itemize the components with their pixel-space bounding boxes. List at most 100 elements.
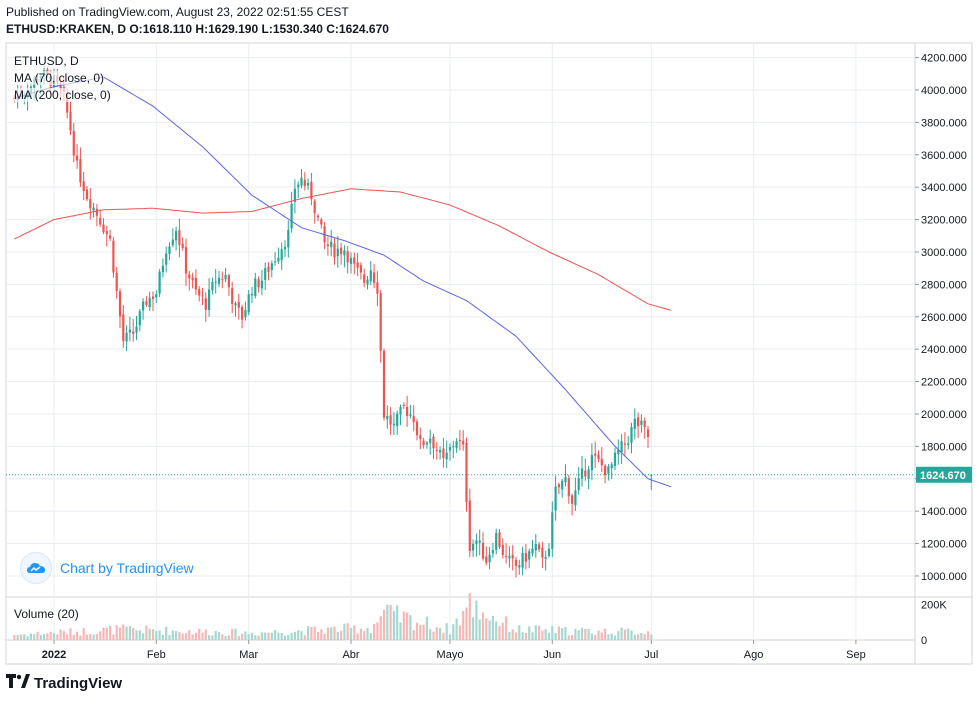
volume-bar	[247, 634, 250, 640]
volume-bar	[105, 627, 108, 640]
volume-bar	[442, 632, 445, 640]
volume-bar	[604, 628, 607, 640]
symbol-label: ETHUSD:KRAKEN, D	[6, 22, 126, 36]
watermark-text[interactable]: Chart by TradingView	[60, 560, 194, 576]
candle-body	[356, 262, 359, 268]
candle-body	[310, 181, 313, 200]
volume-bar	[135, 630, 138, 640]
volume-bar	[151, 629, 155, 640]
volume-bar	[379, 616, 382, 640]
volume-bar	[561, 628, 564, 640]
candle-body	[590, 454, 593, 471]
volume-bar	[600, 632, 603, 640]
ma70-line	[14, 76, 672, 488]
tradingview-brand[interactable]: TradingView	[6, 674, 122, 692]
candle-body	[112, 240, 115, 273]
candle-body	[623, 443, 626, 445]
candle-body	[472, 543, 475, 551]
candle-body	[326, 244, 329, 247]
volume-bar	[39, 635, 42, 640]
volume-bar	[267, 632, 270, 640]
volume-bar	[551, 626, 554, 640]
volume-bar	[637, 634, 640, 640]
volume-bar	[534, 625, 537, 640]
candle-body	[455, 441, 458, 448]
volume-bar	[297, 630, 300, 640]
candle-body	[217, 277, 221, 284]
volume-bar	[13, 634, 16, 640]
y-tick-label: 1000.000	[921, 571, 967, 583]
candle-body	[214, 281, 217, 283]
high-value: 1629.190	[208, 22, 259, 36]
tradingview-watermark[interactable]: Chart by TradingView	[20, 552, 194, 584]
candle-body	[373, 272, 376, 283]
volume-bar	[472, 617, 475, 640]
candle-body	[191, 277, 194, 281]
volume-bar	[161, 634, 164, 640]
x-tick-label: Jun	[543, 649, 561, 661]
legend-ma200[interactable]: MA (200, close, 0)	[14, 88, 111, 102]
volume-bar	[511, 629, 514, 640]
volume-bar	[221, 634, 224, 640]
volume-bar	[452, 624, 455, 640]
volume-bar	[313, 626, 316, 640]
candle-body	[580, 468, 584, 479]
candle-body	[297, 184, 300, 188]
candle-body	[125, 332, 128, 342]
volume-bar	[594, 634, 597, 640]
candle-body	[95, 208, 98, 216]
candle-body	[264, 268, 267, 280]
volume-bar	[376, 622, 379, 640]
volume-bar	[392, 610, 395, 640]
volume-bar	[171, 630, 174, 640]
volume-bar	[79, 635, 82, 640]
candle-body	[250, 294, 254, 296]
volume-bar	[287, 634, 290, 640]
volume-bar	[340, 630, 343, 640]
candle-body	[485, 556, 488, 563]
candle-body	[406, 406, 409, 417]
tradingview-logo-icon	[6, 674, 30, 692]
candle-body	[505, 556, 508, 558]
candle-body	[409, 414, 412, 416]
close-value: 1624.670	[338, 22, 389, 36]
volume-bar	[366, 627, 369, 640]
volume-bar	[155, 631, 158, 640]
volume-bar	[389, 604, 392, 640]
candle-body	[151, 296, 155, 300]
volume-bar	[630, 630, 633, 640]
volume-bar	[646, 631, 650, 640]
candle-body	[138, 311, 141, 326]
candle-body	[584, 470, 587, 477]
y-tick-label: 1800.000	[921, 441, 967, 453]
volume-bar	[307, 626, 310, 640]
candle-body	[168, 246, 171, 254]
volume-bar	[623, 629, 626, 640]
volume-bar	[241, 633, 244, 640]
volume-bar	[283, 635, 287, 640]
candle-body	[557, 484, 560, 488]
candle-body	[76, 155, 79, 161]
candle-body	[135, 326, 138, 333]
candle-body	[211, 281, 214, 291]
volume-bar	[326, 627, 329, 640]
volume-bar	[211, 635, 214, 640]
volume-bar	[369, 632, 372, 640]
candle-body	[534, 544, 537, 551]
candle-body	[538, 544, 541, 550]
volume-bar	[554, 633, 557, 640]
candle-body	[333, 243, 336, 258]
volume-bar	[412, 630, 415, 640]
volume-bar	[415, 622, 419, 640]
y-tick-label: 3000.000	[921, 247, 967, 259]
volume-bar	[208, 635, 211, 640]
legend-volume[interactable]: Volume (20)	[14, 607, 79, 621]
legend-ma70[interactable]: MA (70, close, 0)	[14, 71, 105, 85]
candle-body	[277, 257, 280, 262]
volume-bar	[52, 633, 56, 640]
volume-bar	[607, 634, 610, 640]
candle-body	[498, 532, 501, 548]
candle-body	[148, 297, 151, 308]
volume-bar	[336, 632, 339, 640]
